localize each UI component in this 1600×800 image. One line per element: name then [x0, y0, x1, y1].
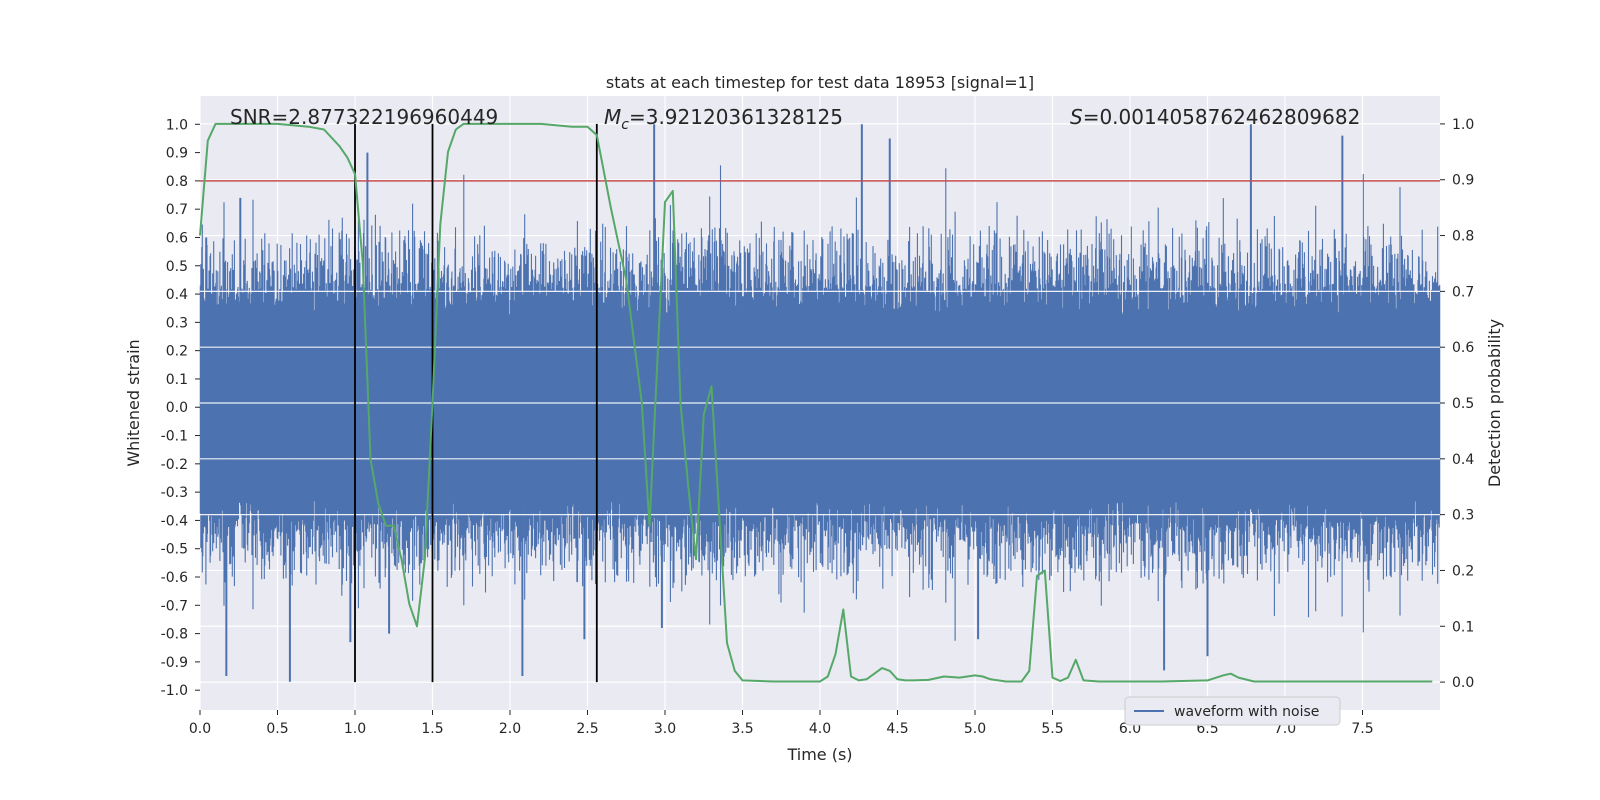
y-left-tick-label: -0.2 — [161, 457, 188, 473]
x-tick-label: 0.5 — [266, 721, 288, 737]
y-left-tick-label: 0.3 — [166, 315, 188, 331]
y-right-tick-label: 0.2 — [1452, 563, 1474, 579]
x-tick-label: 2.5 — [576, 721, 598, 737]
y-left-tick-label: -0.6 — [161, 570, 188, 586]
x-tick-label: 4.0 — [809, 721, 831, 737]
y-left-tick-label: 1.0 — [166, 117, 188, 133]
legend-box — [1124, 696, 1341, 726]
x-tick-label: 1.0 — [344, 721, 366, 737]
score-value: =0.0014058762462809682 — [1083, 105, 1361, 129]
x-tick-label: 3.0 — [654, 721, 676, 737]
y-left-tick-label: -0.8 — [161, 627, 188, 643]
waveform-core — [200, 322, 1440, 493]
probability-series — [199, 122, 1433, 683]
y-left-tick-label: 0.0 — [166, 400, 188, 416]
x-tick-label: 3.5 — [731, 721, 753, 737]
snr-annotation: SNR=2.877322196960449 — [230, 105, 498, 129]
y-right-tick-label: 0.8 — [1452, 229, 1474, 245]
x-tick-label: 7.5 — [1351, 721, 1373, 737]
y-right-tick-label: 0.9 — [1452, 173, 1474, 189]
y-left-tick-label: -0.9 — [161, 655, 188, 671]
y-axis-left-label: Whitened strain — [124, 339, 143, 466]
y-left-tick-label: 0.6 — [166, 230, 188, 246]
y-right-tick-label: 0.4 — [1452, 452, 1474, 468]
y-left-tick-label: -0.5 — [161, 542, 188, 558]
score-annotation: S=0.0014058762462809682 — [1070, 105, 1360, 129]
y-axis-left: 1.0 0.9 0.8 0.7 0.6 0.5 0.4 0.3 0.2 0.1 0.0 -0.1 -0.… — [161, 117, 200, 699]
legend-label: waveform with noise — [1174, 704, 1319, 720]
x-tick-label: 5.5 — [1041, 721, 1063, 737]
y-left-tick-label: -0.4 — [161, 513, 188, 529]
y-left-tick-label: -0.7 — [161, 598, 188, 614]
y-right-tick-label: 0.3 — [1452, 508, 1474, 524]
y-right-tick-label: 0.1 — [1452, 619, 1474, 635]
y-left-tick-label: -0.1 — [161, 429, 188, 445]
chirp-mass-value: =3.92120361328125 — [629, 105, 843, 129]
y-left-tick-label: 0.1 — [166, 372, 188, 388]
chirp-mass-annotation: Mc=3.92120361328125 — [604, 105, 843, 133]
y-left-tick-label: 0.2 — [166, 344, 188, 360]
y-left-tick-label: 0.7 — [166, 202, 188, 218]
chirp-mass-subscript: c — [621, 117, 629, 133]
y-left-tick-label: -1.0 — [161, 683, 188, 699]
y-left-tick-label: -0.3 — [161, 485, 188, 501]
probability-line — [199, 122, 1433, 683]
y-right-tick-label: 0.5 — [1452, 396, 1474, 412]
y-right-tick-label: 0.0 — [1452, 675, 1474, 691]
x-tick-label: 4.5 — [886, 721, 908, 737]
y-left-tick-label: 0.4 — [166, 287, 188, 303]
chirp-mass-symbol: M — [604, 105, 621, 129]
y-left-tick-label: 0.5 — [166, 259, 188, 275]
x-tick-label: 0.0 — [189, 721, 211, 737]
chart-title: stats at each timestep for test data 189… — [606, 73, 1034, 92]
y-right-tick-label: 0.7 — [1452, 284, 1474, 300]
score-symbol: S — [1070, 105, 1083, 129]
y-axis-right-label: Detection probability — [1485, 319, 1504, 487]
y-left-tick-label: 0.9 — [166, 146, 188, 162]
x-tick-label: 5.0 — [964, 721, 986, 737]
y-axis-right: 1.0 0.9 0.8 0.7 0.6 0.5 0.4 0.3 0.2 0.1 0.0 — [1440, 117, 1474, 691]
y-right-tick-label: 0.6 — [1452, 340, 1474, 356]
x-axis-label: Time (s) — [786, 745, 852, 764]
legend: waveform with noise — [1124, 696, 1341, 726]
y-right-tick-label: 1.0 — [1452, 117, 1474, 133]
y-left-tick-label: 0.8 — [166, 174, 188, 190]
x-tick-label: 2.0 — [499, 721, 521, 737]
waveform-series — [199, 124, 1441, 682]
x-tick-label: 1.5 — [421, 721, 443, 737]
